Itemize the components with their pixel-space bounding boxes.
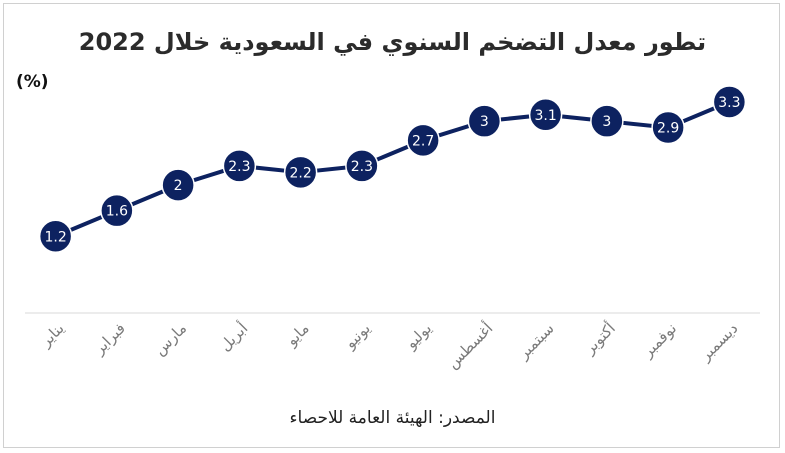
data-point: 3.1 xyxy=(528,98,563,132)
series-line xyxy=(54,100,731,239)
x-tick-label: يوليو xyxy=(401,319,435,353)
data-point: 2.7 xyxy=(406,123,440,158)
x-tick-label: يناير xyxy=(36,319,68,351)
data-label: 3.3 xyxy=(718,95,740,111)
y-axis-unit: (%) xyxy=(16,72,49,92)
data-label: 1.6 xyxy=(106,204,128,220)
data-point-marker xyxy=(467,104,502,138)
x-tick-label: سبتمبر xyxy=(514,319,558,363)
data-label: 2.3 xyxy=(228,159,250,175)
data-point: 3 xyxy=(467,104,502,138)
data-point-marker xyxy=(345,149,379,183)
x-tick-label: أغسطس xyxy=(443,319,497,373)
data-point-marker xyxy=(222,149,257,183)
data-point-marker xyxy=(38,219,73,254)
data-label: 2.2 xyxy=(289,165,311,181)
x-tick-label: نوفمبر xyxy=(638,319,680,361)
source-note: المصدر: الهيئة العامة للاحصاء xyxy=(289,408,496,428)
data-point: 2 xyxy=(161,168,195,202)
data-label: 1.2 xyxy=(44,229,66,245)
x-tick-label: يونيو xyxy=(340,319,373,352)
data-point: 2.9 xyxy=(651,110,685,145)
data-point: 2.3 xyxy=(222,149,257,183)
data-label: 2 xyxy=(174,178,183,194)
data-point: 2.2 xyxy=(283,155,318,190)
data-point-marker xyxy=(161,168,195,202)
data-point: 3.3 xyxy=(712,85,747,119)
x-tick-label: ديسمبر xyxy=(696,319,742,365)
data-label: 3.1 xyxy=(534,108,556,124)
data-point-marker xyxy=(528,98,563,132)
x-tick-label: مايو xyxy=(282,319,313,350)
x-tick-label: أبريل xyxy=(215,319,251,355)
chart-title: تطور معدل التضخم السنوي في السعودية خلال… xyxy=(78,28,707,56)
data-point: 2.3 xyxy=(345,149,379,183)
x-tick-label: أكتوبر xyxy=(579,319,619,359)
chart-frame xyxy=(3,3,780,448)
data-point: 3 xyxy=(590,104,624,138)
x-tick-label: فبراير xyxy=(90,319,129,358)
data-point-marker xyxy=(651,110,685,145)
data-label: 2.3 xyxy=(351,159,373,175)
data-point-marker xyxy=(712,85,747,119)
data-point: 1.6 xyxy=(100,193,134,228)
data-point: 1.2 xyxy=(38,219,73,254)
data-point-marker xyxy=(100,193,134,228)
data-label: 3 xyxy=(480,114,489,130)
data-label: 2.7 xyxy=(412,133,434,149)
data-point-marker xyxy=(590,104,624,138)
data-point-marker xyxy=(406,123,440,158)
x-tick-label: مارس xyxy=(150,319,190,359)
data-label: 3 xyxy=(602,114,611,130)
data-label: 2.9 xyxy=(657,121,679,137)
data-point-marker xyxy=(283,155,318,190)
